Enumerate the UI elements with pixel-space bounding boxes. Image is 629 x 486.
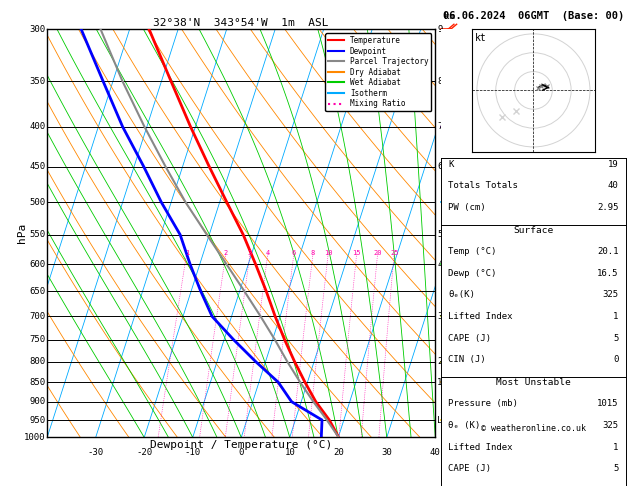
Text: 06.06.2024  06GMT  (Base: 00): 06.06.2024 06GMT (Base: 00) [443, 11, 624, 21]
Text: ASL: ASL [441, 33, 457, 42]
Text: 6: 6 [292, 250, 296, 256]
Text: 3: 3 [248, 250, 252, 256]
Text: 0: 0 [238, 448, 244, 457]
Text: 700: 700 [29, 312, 45, 321]
Legend: Temperature, Dewpoint, Parcel Trajectory, Dry Adiabat, Wet Adiabat, Isotherm, Mi: Temperature, Dewpoint, Parcel Trajectory… [325, 33, 431, 111]
Text: 325: 325 [603, 291, 618, 299]
Text: km: km [443, 12, 454, 21]
Text: Totals Totals: Totals Totals [448, 181, 518, 191]
Text: Lifted Index: Lifted Index [448, 312, 513, 321]
Text: PW (cm): PW (cm) [448, 203, 486, 212]
Text: 19: 19 [608, 160, 618, 169]
Text: LCL: LCL [437, 416, 454, 424]
Text: 15: 15 [353, 250, 361, 256]
Text: CIN (J): CIN (J) [448, 355, 486, 364]
Text: θₑ(K): θₑ(K) [448, 291, 476, 299]
Text: 4: 4 [266, 250, 270, 256]
Text: 550: 550 [29, 230, 45, 239]
Text: 20.1: 20.1 [597, 247, 618, 256]
Text: 5: 5 [437, 230, 443, 239]
Text: 2.95: 2.95 [597, 203, 618, 212]
Text: 1: 1 [613, 443, 618, 451]
Text: Dewp (°C): Dewp (°C) [448, 269, 497, 278]
Text: 5: 5 [613, 464, 618, 473]
Text: 25: 25 [390, 250, 399, 256]
Text: 10: 10 [324, 250, 333, 256]
Text: 450: 450 [29, 162, 45, 171]
Text: 650: 650 [29, 287, 45, 296]
Text: © weatheronline.co.uk: © weatheronline.co.uk [481, 424, 586, 434]
Text: -10: -10 [185, 448, 201, 457]
Text: 2: 2 [224, 250, 228, 256]
Text: Pressure (mb): Pressure (mb) [448, 399, 518, 408]
Text: -20: -20 [136, 448, 152, 457]
Text: 1000: 1000 [24, 433, 45, 442]
Text: Surface: Surface [513, 226, 554, 235]
Text: 20: 20 [374, 250, 382, 256]
Text: Mixing Ratio (g/kg): Mixing Ratio (g/kg) [465, 182, 475, 284]
Text: 4: 4 [437, 260, 443, 269]
Text: 16.5: 16.5 [597, 269, 618, 278]
Text: 1015: 1015 [597, 399, 618, 408]
Text: 20: 20 [333, 448, 343, 457]
Text: 900: 900 [29, 397, 45, 406]
Text: 0: 0 [613, 355, 618, 364]
Text: CAPE (J): CAPE (J) [448, 334, 491, 343]
Text: 6: 6 [437, 162, 443, 171]
Text: 1: 1 [185, 250, 189, 256]
Text: 600: 600 [29, 260, 45, 269]
Text: 8: 8 [311, 250, 315, 256]
Text: 10: 10 [284, 448, 295, 457]
Title: 32°38'N  343°54'W  1m  ASL: 32°38'N 343°54'W 1m ASL [153, 18, 329, 28]
Text: 1: 1 [437, 378, 443, 387]
Text: 400: 400 [29, 122, 45, 131]
Text: 750: 750 [29, 335, 45, 345]
Text: 40: 40 [430, 448, 441, 457]
Text: -30: -30 [87, 448, 104, 457]
Text: K: K [448, 160, 454, 169]
Text: Temp (°C): Temp (°C) [448, 247, 497, 256]
Text: 2: 2 [437, 357, 443, 366]
Text: 500: 500 [29, 198, 45, 207]
Text: 325: 325 [603, 421, 618, 430]
Text: 7: 7 [437, 122, 443, 131]
Text: Lifted Index: Lifted Index [448, 443, 513, 451]
Text: hPa: hPa [17, 223, 27, 243]
Text: 350: 350 [29, 77, 45, 86]
Text: Most Unstable: Most Unstable [496, 378, 571, 387]
Text: 950: 950 [29, 416, 45, 424]
Text: 30: 30 [381, 448, 392, 457]
Text: 850: 850 [29, 378, 45, 387]
Text: 1: 1 [613, 312, 618, 321]
Text: 40: 40 [608, 181, 618, 191]
Text: 5: 5 [613, 334, 618, 343]
Text: CAPE (J): CAPE (J) [448, 464, 491, 473]
Text: 8: 8 [437, 77, 443, 86]
Text: 800: 800 [29, 357, 45, 366]
Text: θₑ (K): θₑ (K) [448, 421, 481, 430]
X-axis label: Dewpoint / Temperature (°C): Dewpoint / Temperature (°C) [150, 440, 332, 450]
Text: 9: 9 [437, 25, 443, 34]
Text: 300: 300 [29, 25, 45, 34]
Text: 3: 3 [437, 312, 443, 321]
